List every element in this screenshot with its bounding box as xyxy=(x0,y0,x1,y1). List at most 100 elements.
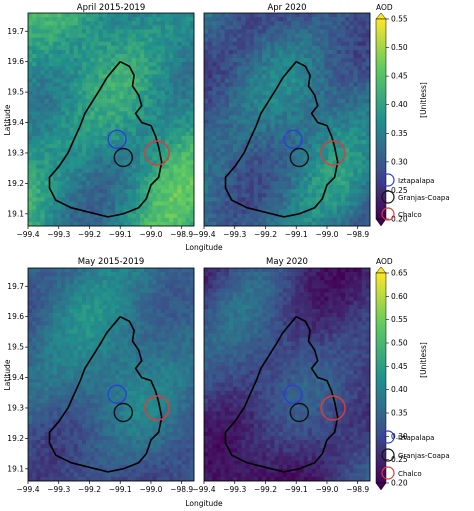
heat-cell xyxy=(32,111,37,116)
heat-cell xyxy=(361,193,367,198)
heat-cell xyxy=(123,304,128,310)
heat-cell xyxy=(127,13,133,18)
heat-cell xyxy=(115,296,120,302)
heat-cell xyxy=(287,82,292,88)
heat-cell xyxy=(336,66,342,71)
heat-cell xyxy=(156,21,162,26)
heat-cell xyxy=(237,49,242,55)
heat-cell xyxy=(233,78,238,83)
heat-cell xyxy=(77,99,83,104)
heat-cell xyxy=(332,164,338,170)
heat-cell xyxy=(90,144,95,149)
heat-cell xyxy=(177,209,182,215)
heat-cell xyxy=(228,74,234,79)
heat-cell xyxy=(357,135,363,141)
heat-cell xyxy=(224,201,230,206)
heat-cell xyxy=(115,209,120,215)
heat-cell xyxy=(106,99,112,104)
heat-cell xyxy=(177,90,182,96)
heat-cell xyxy=(204,21,209,26)
heat-cell xyxy=(307,164,313,170)
heat-cell xyxy=(160,74,166,79)
heat-cell xyxy=(353,189,358,194)
heat-cell xyxy=(156,221,162,227)
heat-cell xyxy=(345,66,350,71)
heat-cell xyxy=(204,111,209,116)
heat-cell xyxy=(212,25,217,30)
heat-cell xyxy=(233,201,238,206)
heat-cell xyxy=(61,185,66,190)
heat-cell xyxy=(287,201,292,206)
heat-cell xyxy=(189,41,195,47)
heat-cell xyxy=(282,86,288,92)
heat-cell xyxy=(36,193,41,198)
heat-cell xyxy=(204,205,209,210)
heat-cell xyxy=(40,139,45,145)
heat-cell xyxy=(353,29,358,34)
heat-cell xyxy=(204,90,209,96)
heat-cell xyxy=(86,86,91,92)
heat-cell xyxy=(119,337,124,343)
heat-cell xyxy=(365,58,371,63)
heat-cell xyxy=(90,345,95,351)
heat-cell xyxy=(106,201,112,206)
heat-cell xyxy=(212,115,217,120)
heat-cell xyxy=(185,180,191,186)
heat-cell xyxy=(299,144,304,149)
heat-cell xyxy=(152,62,157,67)
heat-cell xyxy=(185,325,191,330)
heat-cell xyxy=(299,209,304,215)
heat-cell xyxy=(127,329,133,334)
heat-cell xyxy=(274,221,280,227)
heat-cell xyxy=(135,308,141,314)
heat-cell xyxy=(81,329,87,334)
heat-cell xyxy=(295,74,300,79)
heat-cell xyxy=(44,221,50,227)
heat-cell xyxy=(156,99,162,104)
heat-cell xyxy=(135,189,141,194)
heat-cell xyxy=(173,25,178,30)
heat-cell xyxy=(270,49,275,55)
heat-cell xyxy=(328,82,333,88)
heat-cell xyxy=(185,156,191,161)
heat-cell xyxy=(328,201,333,206)
heat-cell xyxy=(36,70,41,75)
heat-cell xyxy=(365,197,371,202)
heat-cell xyxy=(77,86,83,92)
heat-cell xyxy=(119,313,124,318)
heat-cell xyxy=(249,103,255,108)
heat-cell xyxy=(270,201,275,206)
heat-cell xyxy=(257,94,263,100)
heat-cell xyxy=(208,29,213,34)
heat-cell xyxy=(115,217,120,223)
heat-cell xyxy=(349,49,354,55)
heat-cell xyxy=(40,74,45,79)
heat-cell xyxy=(257,90,263,96)
heat-cell xyxy=(311,66,317,71)
heat-cell xyxy=(336,123,342,129)
heat-cell xyxy=(249,201,255,206)
heat-cell xyxy=(278,205,284,210)
heat-cell xyxy=(144,29,149,34)
heat-cell xyxy=(189,58,195,63)
heat-cell xyxy=(270,119,275,124)
heat-cell xyxy=(177,280,182,285)
heat-cell xyxy=(123,280,128,285)
heat-cell xyxy=(278,127,284,133)
heat-cell xyxy=(123,115,128,120)
heat-cell xyxy=(144,127,149,133)
heat-cell xyxy=(156,197,162,202)
heat-cell xyxy=(160,333,166,338)
heat-cell xyxy=(257,70,263,75)
heat-cell xyxy=(233,74,238,79)
heat-cell xyxy=(220,201,226,206)
heat-cell xyxy=(127,172,133,178)
heat-cell xyxy=(212,62,217,67)
heat-cell xyxy=(212,213,217,219)
heat-cell xyxy=(152,86,157,92)
heat-cell xyxy=(48,160,54,165)
heat-cell xyxy=(40,197,45,202)
heat-cell xyxy=(81,156,87,161)
heat-cell xyxy=(65,21,70,26)
heat-cell xyxy=(119,94,124,100)
